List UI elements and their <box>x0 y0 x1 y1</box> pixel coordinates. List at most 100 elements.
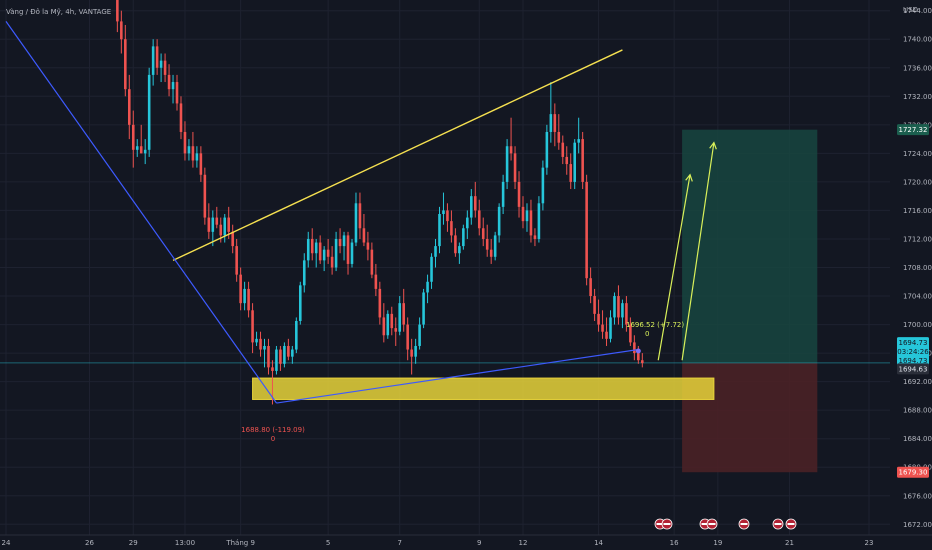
candle-body <box>466 217 469 229</box>
candle-body <box>326 249 330 257</box>
last-point-marker <box>635 348 641 354</box>
candle-body <box>287 345 290 357</box>
candle-body <box>402 303 405 325</box>
time-tick-label: 29 <box>129 539 138 547</box>
candle-body <box>231 231 234 247</box>
candle-body <box>219 224 223 236</box>
candle-body <box>521 206 525 222</box>
candle-body <box>243 288 246 304</box>
price-tick-label: 1724.00 <box>903 150 932 158</box>
event-flag-stripe <box>787 523 795 525</box>
low-sub: 0 <box>271 435 275 443</box>
candle-body <box>195 153 199 161</box>
entry-price-label: 1694.63 <box>899 365 928 373</box>
economic-events[interactable] <box>654 518 797 530</box>
candle-body <box>458 246 461 254</box>
candle-body <box>299 285 302 321</box>
price-tick-label: 1712.00 <box>903 235 932 243</box>
candle-body <box>163 60 167 75</box>
support-trendline <box>276 348 639 404</box>
support-trendline <box>5 21 277 404</box>
candle-body <box>330 256 334 268</box>
candle-body <box>533 235 537 239</box>
price-axis-bg <box>890 0 932 550</box>
candle-body <box>513 153 517 182</box>
candle-body <box>505 146 509 182</box>
candle-body <box>259 338 262 350</box>
candle-body <box>446 210 449 222</box>
candle-body <box>557 131 561 143</box>
time-axis-bg <box>0 535 932 550</box>
candle-body <box>561 142 565 157</box>
candle-body <box>593 296 596 314</box>
price-tick-label: 1736.00 <box>903 64 932 72</box>
candle-body <box>394 328 398 332</box>
candle-body <box>434 246 437 257</box>
event-flag-stripe <box>656 523 664 525</box>
candle-body <box>442 210 445 214</box>
candle-body <box>255 338 258 343</box>
candle-body <box>438 214 441 247</box>
event-flag-stripe <box>708 523 716 525</box>
candle-body <box>509 146 513 154</box>
current-price-label-bg <box>897 337 929 349</box>
candle-body <box>342 235 346 247</box>
time-tick-label: 12 <box>519 539 528 547</box>
price-axis[interactable]: 1672.001676.001680.001684.001688.001692.… <box>890 0 932 550</box>
candle-body <box>120 21 123 40</box>
event-flag-stripe <box>740 523 748 525</box>
candle-body <box>314 242 318 254</box>
stop-price-label: 1679.30 <box>899 469 928 477</box>
low-label: 1688.80 (-119.09) <box>241 426 305 434</box>
currency-label: USD <box>903 6 918 14</box>
time-tick-label: 23 <box>865 539 874 547</box>
candle-body <box>621 303 624 318</box>
candle-body <box>239 274 242 304</box>
candle-body <box>529 210 533 236</box>
candle-body <box>537 203 541 239</box>
candle-body <box>565 156 569 165</box>
candle-body <box>155 46 159 68</box>
candle-body <box>573 142 576 182</box>
candle-body <box>306 238 310 261</box>
candle-body <box>350 242 354 264</box>
candle-body <box>283 345 286 364</box>
drawings[interactable] <box>5 21 717 404</box>
price-tick-label: 1708.00 <box>903 264 932 272</box>
candle-body <box>187 146 191 154</box>
time-tick-label: 5 <box>326 539 330 547</box>
time-axis[interactable]: 24 26 29 13:00 Tháng 9 5 7 9 12 14 16 19 21 23 <box>0 534 932 550</box>
candle-body <box>223 217 227 236</box>
profit-zone <box>682 129 818 363</box>
candles <box>116 0 644 405</box>
candle-body <box>215 217 219 225</box>
candle-body <box>422 292 425 325</box>
candle-body <box>147 74 151 150</box>
candle-body <box>398 303 402 332</box>
last-label: 1696.52 (+7.72) <box>626 321 684 329</box>
arrow-head <box>685 173 693 182</box>
candle-body <box>625 303 628 325</box>
candle-body <box>338 238 342 247</box>
time-tick-label: 14 <box>594 539 603 547</box>
current-price-label-2: 1694.73 <box>899 357 928 365</box>
candle-body <box>545 131 549 168</box>
candle-body <box>263 345 266 350</box>
candle-body <box>454 235 457 254</box>
candle-body <box>247 288 250 311</box>
candle-body <box>211 217 215 232</box>
price-tick-label: 1692.00 <box>903 378 932 386</box>
time-tick-label: 26 <box>85 539 94 547</box>
candle-body <box>609 317 612 339</box>
candle-body <box>131 124 135 150</box>
candle-body <box>271 367 274 371</box>
time-tick-label: 13:00 <box>175 539 195 547</box>
candle-body <box>227 217 231 232</box>
candle-body <box>430 256 433 282</box>
symbol-title[interactable]: Vàng / Đô la Mỹ, 4h, VANTAGE <box>6 8 111 16</box>
price-tick-label: 1676.00 <box>903 492 932 500</box>
candle-body <box>322 249 326 261</box>
candle-body <box>275 349 278 371</box>
stop-price-label-bg <box>897 466 929 478</box>
